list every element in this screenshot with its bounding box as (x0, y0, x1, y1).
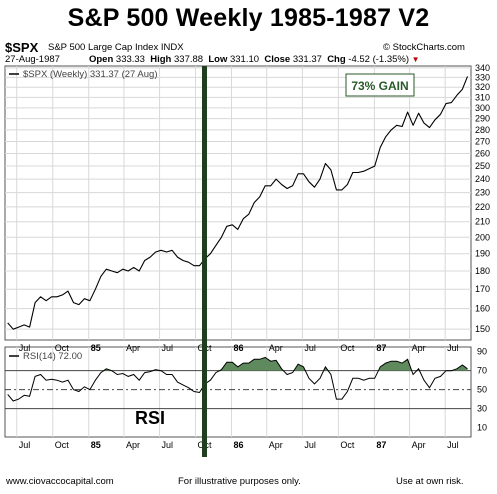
rsi-x-tick-label: Oct (340, 440, 355, 450)
rsi-x-tick-label: Oct (55, 440, 70, 450)
rsi-overbought-fill (219, 357, 284, 371)
chart-title: S&P 500 Weekly 1985-1987 V2 (67, 4, 430, 32)
open-label: Open (88, 54, 114, 65)
price-x-tick-label: Jul (447, 343, 459, 353)
price-y-tick-label: 170 (475, 284, 490, 294)
rsi-y-tick-label: 10 (477, 423, 487, 433)
price-x-tick-label: Jul (304, 343, 316, 353)
price-y-tick-label: 270 (475, 136, 490, 146)
price-x-tick-label: 86 (234, 343, 244, 353)
rsi-y-tick-label: 90 (477, 347, 487, 357)
price-y-tick-label: 220 (475, 202, 490, 212)
close-value: 331.37 (292, 54, 322, 65)
ohlc-readout: 27-Aug-1987 Open 333.33 High 337.88 Low … (5, 54, 420, 65)
price-y-tick-label: 160 (475, 304, 490, 314)
price-x-tick-label: Jul (19, 343, 31, 353)
rsi-x-tick-label: Jul (19, 440, 31, 450)
rsi-y-tick-label: 50 (477, 385, 487, 395)
rsi-overbought-fill (293, 364, 306, 371)
rsi-x-tick-label: Jul (447, 440, 459, 450)
price-series-line (7, 76, 469, 330)
down-arrow-icon: ▼ (411, 55, 420, 64)
rsi-x-tick-label: 85 (91, 440, 101, 450)
price-y-tick-label: 330 (475, 72, 490, 82)
footer-disclaimer: For illustrative purposes only. (178, 476, 301, 487)
price-y-tick-label: 260 (475, 149, 490, 159)
gain-annotation-box (345, 73, 415, 97)
price-x-tick-label: Apr (269, 343, 283, 353)
low-value: 331.10 (229, 54, 260, 65)
price-x-tick-label: Oct (55, 343, 70, 353)
rsi-series-line (7, 356, 468, 402)
price-y-tick-label: 290 (475, 114, 490, 124)
price-y-tick-label: 200 (475, 232, 490, 242)
price-y-tick-label: 150 (475, 324, 490, 334)
price-y-tick-label: 230 (475, 188, 490, 198)
vertical-marker-bar (202, 66, 207, 457)
rsi-x-tick-label: Jul (304, 440, 316, 450)
rsi-y-tick-label: 30 (477, 404, 487, 414)
rsi-panel-label: RSI (135, 408, 165, 428)
rsi-x-tick-label: 87 (376, 440, 386, 450)
price-y-tick-label: 320 (475, 82, 490, 92)
price-y-tick-label: 340 (475, 63, 490, 73)
price-y-tick-label: 240 (475, 174, 490, 184)
gain-annotation: 73% GAIN (351, 79, 408, 93)
price-x-tick-label: Apr (412, 343, 426, 353)
price-y-tick-label: 180 (475, 266, 490, 276)
rsi-overbought-fill (451, 365, 468, 371)
footer-risk: Use at own risk. (396, 476, 464, 487)
rsi-x-tick-label: Apr (412, 440, 426, 450)
rsi-y-tick-label: 70 (477, 366, 487, 376)
price-x-tick-label: Apr (126, 343, 140, 353)
rsi-overbought-fill (378, 359, 412, 371)
chg-label: Chg (327, 54, 346, 65)
price-y-tick-label: 250 (475, 161, 490, 171)
price-x-tick-label: 85 (91, 343, 101, 353)
price-x-tick-label: Jul (162, 343, 174, 353)
rsi-x-tick-label: Jul (162, 440, 174, 450)
price-y-tick-label: 300 (475, 103, 490, 113)
price-y-tick-label: 190 (475, 249, 490, 259)
low-label: Low (208, 54, 228, 65)
rsi-legend-label: RSI(14) 72.00 (23, 351, 82, 362)
price-panel (4, 65, 472, 341)
footer-website: www.ciovaccocapital.com (6, 476, 114, 487)
price-y-tick-label: 210 (475, 217, 490, 227)
source-credit: © StockCharts.com (383, 42, 465, 53)
price-y-tick-label: 310 (475, 92, 490, 102)
rsi-x-tick-label: Apr (269, 440, 283, 450)
price-legend-label: $SPX (Weekly) 331.37 (27 Aug) (23, 69, 157, 80)
chg-value: -4.52 (-1.35%) (348, 54, 410, 65)
ticker-description: S&P 500 Large Cap Index INDX (48, 42, 184, 53)
open-value: 333.33 (115, 54, 145, 65)
rsi-x-tick-label: 86 (234, 440, 244, 450)
high-label: High (150, 54, 172, 65)
rsi-x-tick-label: Apr (126, 440, 140, 450)
ticker-symbol: $SPX (5, 40, 39, 55)
high-value: 337.88 (174, 54, 204, 65)
price-x-tick-label: 87 (376, 343, 386, 353)
price-y-tick-label: 280 (475, 125, 490, 135)
price-x-tick-label: Oct (340, 343, 355, 353)
close-label: Close (264, 54, 291, 65)
quote-date: 27-Aug-1987 (5, 54, 60, 65)
